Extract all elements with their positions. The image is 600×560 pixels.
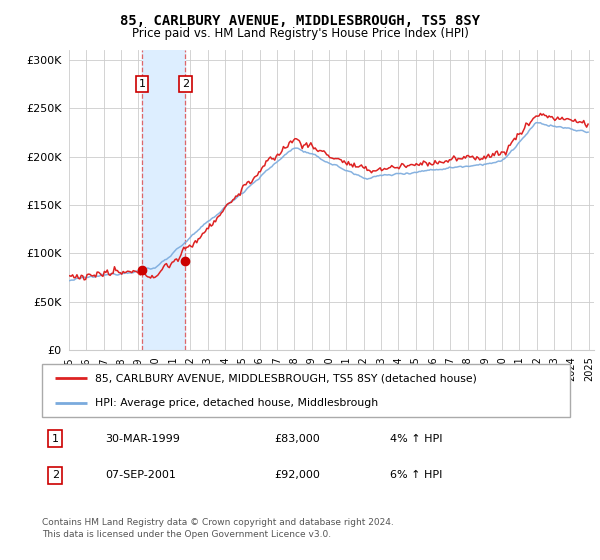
Text: 30-MAR-1999: 30-MAR-1999 [106, 434, 180, 444]
FancyBboxPatch shape [42, 364, 570, 417]
Text: 4% ↑ HPI: 4% ↑ HPI [391, 434, 443, 444]
Text: Price paid vs. HM Land Registry's House Price Index (HPI): Price paid vs. HM Land Registry's House … [131, 27, 469, 40]
Text: £92,000: £92,000 [274, 470, 320, 480]
Text: 07-SEP-2001: 07-SEP-2001 [106, 470, 176, 480]
Text: 85, CARLBURY AVENUE, MIDDLESBROUGH, TS5 8SY: 85, CARLBURY AVENUE, MIDDLESBROUGH, TS5 … [120, 14, 480, 28]
Bar [142, 50, 185, 350]
Text: £83,000: £83,000 [274, 434, 320, 444]
Text: 6% ↑ HPI: 6% ↑ HPI [391, 470, 443, 480]
Text: 1: 1 [139, 79, 145, 89]
Text: 2: 2 [182, 79, 189, 89]
Text: 2: 2 [52, 470, 59, 480]
Text: 85, CARLBURY AVENUE, MIDDLESBROUGH, TS5 8SY (detached house): 85, CARLBURY AVENUE, MIDDLESBROUGH, TS5 … [95, 374, 476, 384]
Text: 1: 1 [52, 434, 59, 444]
Text: Contains HM Land Registry data © Crown copyright and database right 2024.
This d: Contains HM Land Registry data © Crown c… [42, 518, 394, 539]
Text: HPI: Average price, detached house, Middlesbrough: HPI: Average price, detached house, Midd… [95, 398, 378, 408]
